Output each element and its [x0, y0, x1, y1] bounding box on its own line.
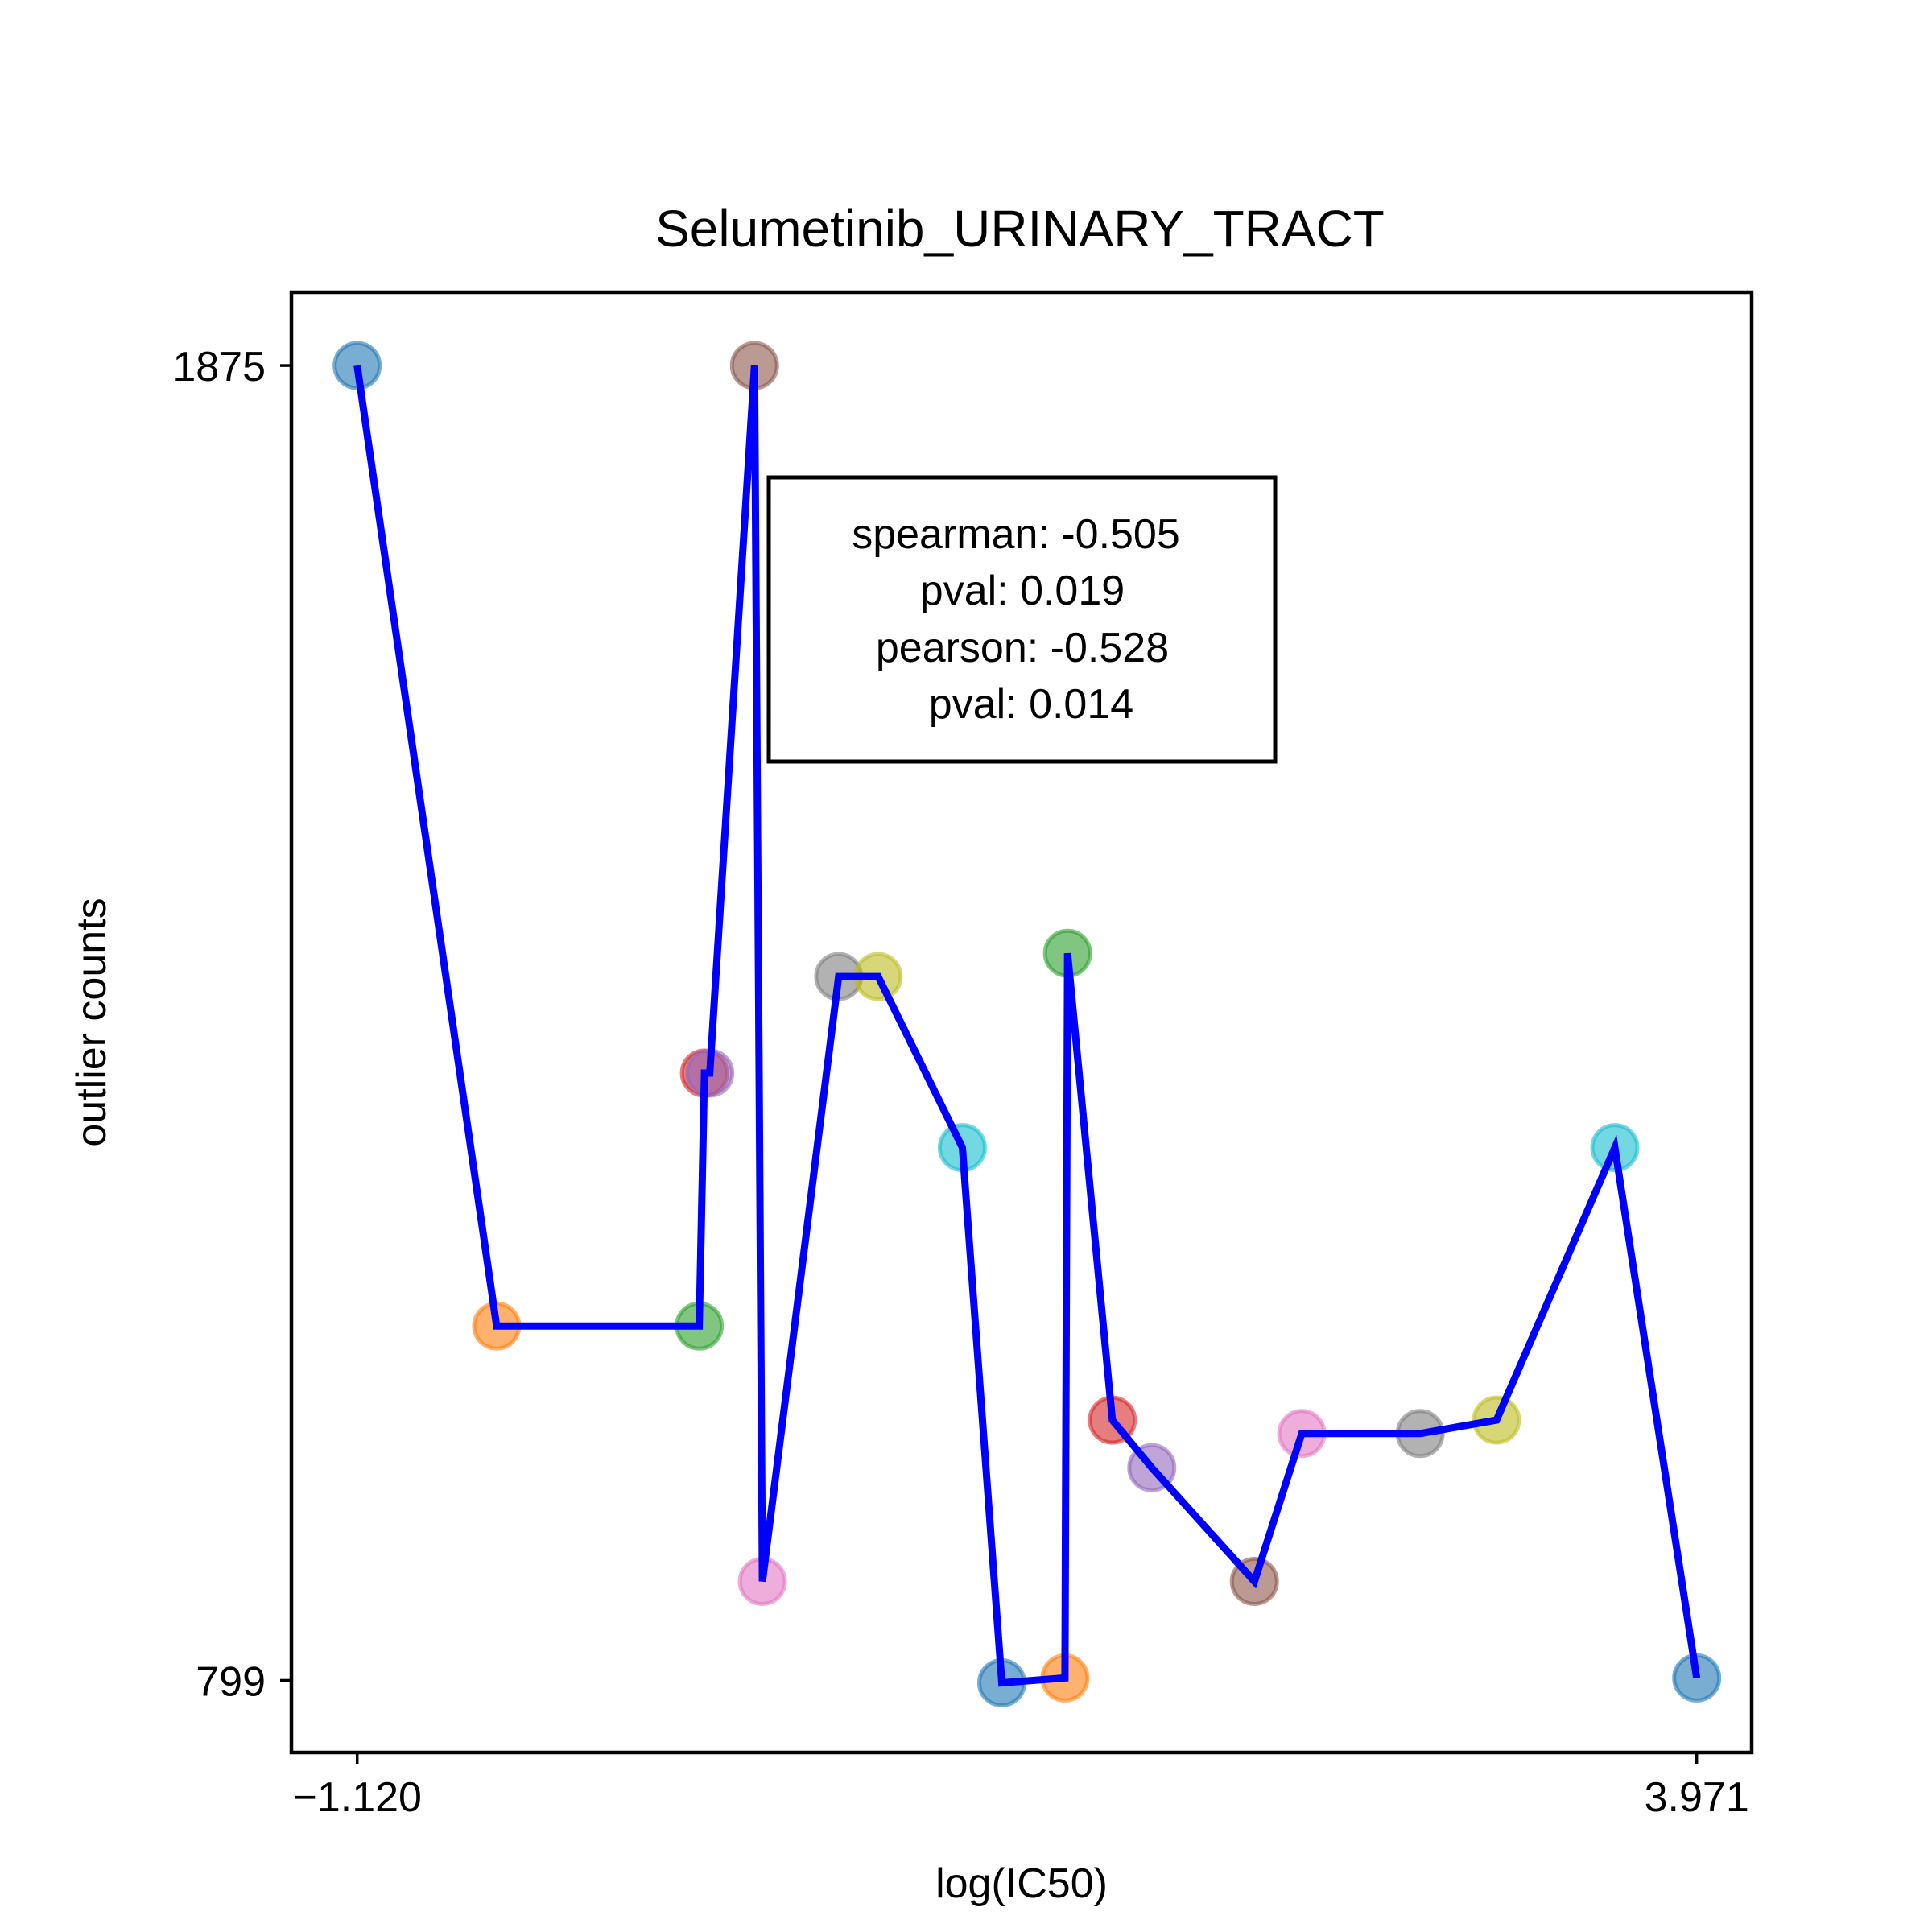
- x-tick-label-1: −1.120: [292, 1774, 422, 1821]
- chart-title: Selumetinib_URINARY_TRACT: [655, 200, 1385, 258]
- y-tick-label-2: 799: [196, 1658, 266, 1705]
- stats-spearman: spearman: -0.505: [852, 511, 1180, 558]
- y-axis-label: outlier counts: [68, 898, 115, 1146]
- plot-frame: [289, 290, 1754, 1755]
- y-tick-label-1: 1875: [172, 344, 266, 390]
- stats-spearman-pval: pval: 0.019: [920, 568, 1125, 614]
- x-tick-label-2: 3.971: [1645, 1774, 1749, 1821]
- series-group: [332, 341, 1722, 1707]
- series-line: [353, 365, 1701, 1687]
- stats-pearson-pval: pval: 0.014: [929, 681, 1133, 728]
- stats-pearson: pearson: -0.528: [876, 625, 1169, 671]
- ticks-group: −1.120 3.971 1875 799: [172, 344, 1748, 1821]
- stats-box-frame: [766, 475, 1278, 764]
- stats-box: spearman: -0.505 pval: 0.019 pearson: -0…: [766, 475, 1278, 764]
- x-axis-label: log(IC50): [935, 1860, 1108, 1907]
